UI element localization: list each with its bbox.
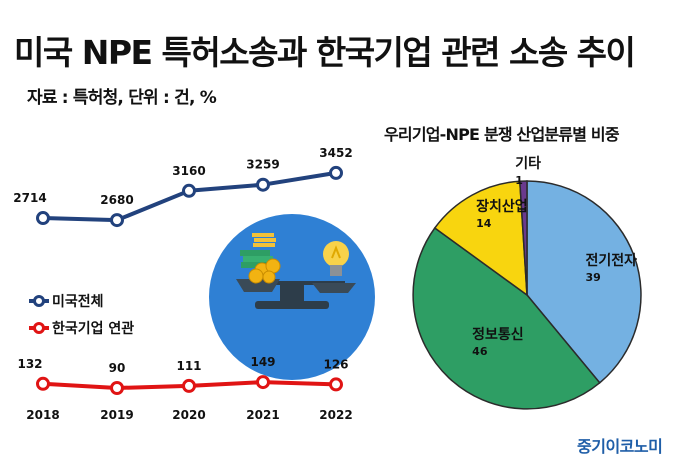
pie-slice [433,180,528,297]
illustration [209,214,375,380]
x-tick-label: 2021 [246,408,279,422]
data-label: 3452 [319,146,352,160]
pie-slice-label: 기타 [515,156,541,172]
data-point [110,381,124,395]
money-scale-icon [236,233,356,309]
pie-chart-title: 우리기업-NPE 분쟁 산업분류별 비중 [384,125,620,144]
pie-slice [519,180,528,296]
legend-swatch-marker [33,295,45,307]
pie-slice-value: 14 [476,217,492,230]
data-label: 126 [323,357,348,371]
x-tick-label: 2022 [319,408,352,422]
data-label: 2680 [100,193,133,207]
x-tick-label: 2018 [26,408,59,422]
pie-slice-value: 39 [586,271,601,284]
source-note: 자료 : 특허청, 단위 : 건, % [27,88,217,108]
lightbulb-icon [323,241,349,276]
data-point [256,375,270,390]
data-label: 149 [250,355,275,369]
data-point [36,376,50,391]
legend-swatch-marker [33,322,45,334]
line-chart: 2714 2680 3160 3259 3452 132 90 111 149 126 2018 20… [13,146,352,422]
x-tick-label: 2019 [100,408,133,422]
legend-label: 미국전체 [52,293,104,310]
data-point [329,377,343,392]
data-point [256,177,270,192]
data-label: 111 [176,359,201,373]
data-label: 90 [109,361,126,375]
pie-slice-label: 정보통신 [472,326,524,343]
data-point [182,378,196,393]
brand-logo: 중기이코노미 [577,437,663,456]
pie-slice-label: 장치산업 [476,198,528,215]
pie-slice-value: 46 [472,345,488,358]
x-tick-label: 2020 [172,408,205,422]
data-label: 3259 [246,158,279,172]
data-point [36,211,50,226]
pie-slice [526,180,642,384]
pie-chart: 전기전자 39 정보통신 46 장치산업 14 기타 1 [412,156,642,410]
page-title: 미국 NPE 특허소송과 한국기업 관련 소송 추이 [14,33,636,72]
data-label: 3160 [172,164,205,178]
data-point [110,213,124,228]
data-label: 2714 [13,191,46,205]
pie-slice-label: 전기전자 [586,252,638,269]
pie-slice-value: 1 [515,174,523,187]
legend-label: 한국기업 연관 [52,320,134,337]
data-label: 132 [17,357,42,371]
data-point [329,165,343,180]
data-point [182,183,196,198]
pie-slice [412,226,601,410]
